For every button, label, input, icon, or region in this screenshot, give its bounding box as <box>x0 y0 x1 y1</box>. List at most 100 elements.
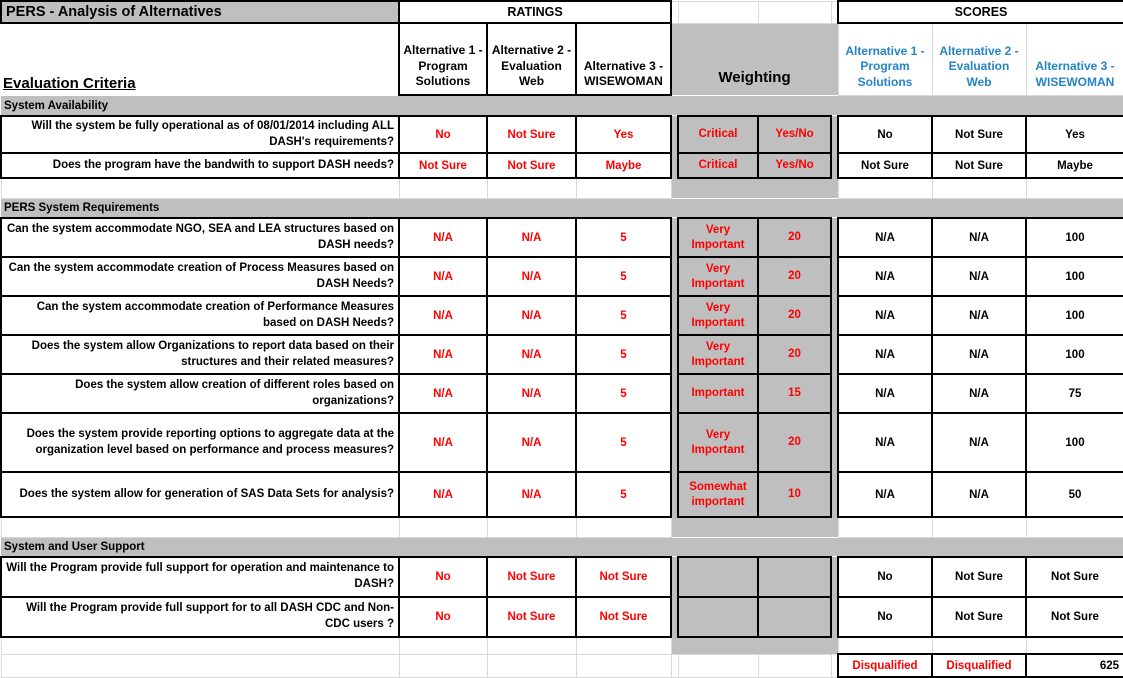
total-cell-alt3[interactable]: 625 <box>1025 653 1123 678</box>
criteria-cell[interactable]: Does the system allow for generation of … <box>0 471 400 518</box>
weight-label-cell[interactable]: Very Important <box>677 256 759 297</box>
criteria-cell[interactable]: Will the system be fully operational as … <box>0 115 400 154</box>
rating-cell-alt3[interactable]: Not Sure <box>575 556 672 598</box>
rating-cell-alt2[interactable]: Not Sure <box>486 596 577 638</box>
score-cell-alt1[interactable]: N/A <box>837 334 933 375</box>
score-cell-alt1[interactable]: N/A <box>837 256 933 297</box>
rating-cell-alt2[interactable]: N/A <box>486 471 577 518</box>
score-cell-alt3[interactable]: Maybe <box>1025 152 1123 179</box>
score-cell-alt3[interactable]: Not Sure <box>1025 596 1123 638</box>
rating-header-alt3[interactable]: Alternative 3 - WISEWOMAN <box>575 22 672 96</box>
rating-cell-alt2[interactable]: Not Sure <box>486 152 577 179</box>
score-cell-alt2[interactable]: Not Sure <box>931 115 1027 154</box>
score-header-alt3[interactable]: Alternative 3 - WISEWOMAN <box>1025 22 1123 96</box>
score-cell-alt3[interactable]: 100 <box>1025 295 1123 336</box>
weight-label-cell[interactable]: Critical <box>677 115 759 154</box>
rating-cell-alt2[interactable]: N/A <box>486 295 577 336</box>
scores-banner[interactable]: SCORES <box>837 0 1123 24</box>
weight-label-cell[interactable]: Somewhat important <box>677 471 759 518</box>
score-cell-alt3[interactable]: 100 <box>1025 334 1123 375</box>
rating-cell-alt3[interactable]: Maybe <box>575 152 672 179</box>
rating-cell-alt1[interactable]: N/A <box>398 412 488 473</box>
section-header[interactable]: System and User Support <box>1 537 1123 557</box>
section-header[interactable]: System Availability <box>1 95 1123 116</box>
weight-value-cell[interactable]: 15 <box>757 373 832 414</box>
score-cell-alt2[interactable]: N/A <box>931 471 1027 518</box>
rating-cell-alt3[interactable]: 5 <box>575 256 672 297</box>
weight-label-cell[interactable]: Very Important <box>677 334 759 375</box>
score-cell-alt1[interactable]: N/A <box>837 217 933 258</box>
score-cell-alt2[interactable]: N/A <box>931 412 1027 473</box>
rating-cell-alt3[interactable]: 5 <box>575 295 672 336</box>
rating-cell-alt1[interactable]: N/A <box>398 256 488 297</box>
criteria-cell[interactable]: Does the system allow creation of differ… <box>0 373 400 414</box>
rating-cell-alt2[interactable]: Not Sure <box>486 556 577 598</box>
score-cell-alt1[interactable]: N/A <box>837 295 933 336</box>
score-header-alt1[interactable]: Alternative 1 - Program Solutions <box>837 22 933 96</box>
rating-cell-alt2[interactable]: Not Sure <box>486 115 577 154</box>
rating-cell-alt2[interactable]: N/A <box>486 412 577 473</box>
rating-cell-alt1[interactable]: N/A <box>398 471 488 518</box>
rating-cell-alt2[interactable]: N/A <box>486 217 577 258</box>
rating-header-alt2[interactable]: Alternative 2 - Evaluation Web <box>486 22 577 96</box>
criteria-cell[interactable]: Does the system allow Organizations to r… <box>0 334 400 375</box>
rating-cell-alt1[interactable]: N/A <box>398 334 488 375</box>
rating-cell-alt3[interactable]: 5 <box>575 373 672 414</box>
score-cell-alt1[interactable]: No <box>837 556 933 598</box>
score-cell-alt2[interactable]: Not Sure <box>931 556 1027 598</box>
weight-label-cell[interactable]: Critical <box>677 152 759 179</box>
score-cell-alt2[interactable]: N/A <box>931 295 1027 336</box>
weight-value-cell[interactable]: 20 <box>757 412 832 473</box>
weight-label-cell[interactable]: Very Important <box>677 412 759 473</box>
weight-value-cell[interactable]: Yes/No <box>757 115 832 154</box>
page-title[interactable]: PERS - Analysis of Alternatives <box>0 0 400 24</box>
rating-cell-alt1[interactable]: No <box>398 556 488 598</box>
rating-cell-alt2[interactable]: N/A <box>486 373 577 414</box>
criteria-cell[interactable]: Does the system provide reporting option… <box>0 412 400 473</box>
rating-header-alt1[interactable]: Alternative 1 - Program Solutions <box>398 22 488 96</box>
rating-cell-alt3[interactable]: Yes <box>575 115 672 154</box>
criteria-cell[interactable]: Can the system accommodate creation of P… <box>0 295 400 336</box>
score-cell-alt2[interactable]: Not Sure <box>931 152 1027 179</box>
total-cell-alt1[interactable]: Disqualified <box>837 653 933 678</box>
weighting-header[interactable]: Weighting <box>678 23 831 95</box>
score-cell-alt1[interactable]: No <box>837 115 933 154</box>
rating-cell-alt2[interactable]: N/A <box>486 256 577 297</box>
score-cell-alt3[interactable]: 100 <box>1025 256 1123 297</box>
rating-cell-alt1[interactable]: N/A <box>398 295 488 336</box>
weight-label-cell[interactable]: Very Important <box>677 217 759 258</box>
criteria-cell[interactable]: Does the program have the bandwith to su… <box>0 152 400 179</box>
score-cell-alt3[interactable]: 75 <box>1025 373 1123 414</box>
criteria-column-header[interactable]: Evaluation Criteria <box>1 23 399 95</box>
rating-cell-alt3[interactable]: 5 <box>575 217 672 258</box>
score-cell-alt3[interactable]: Yes <box>1025 115 1123 154</box>
weight-label-cell[interactable]: Very Important <box>677 295 759 336</box>
rating-cell-alt1[interactable]: Not Sure <box>398 152 488 179</box>
rating-cell-alt1[interactable]: No <box>398 115 488 154</box>
score-cell-alt2[interactable]: N/A <box>931 217 1027 258</box>
weight-value-cell[interactable]: 20 <box>757 256 832 297</box>
score-cell-alt2[interactable]: N/A <box>931 373 1027 414</box>
score-cell-alt1[interactable]: N/A <box>837 471 933 518</box>
criteria-cell[interactable]: Will the Program provide full support fo… <box>0 556 400 598</box>
score-cell-alt3[interactable]: 100 <box>1025 217 1123 258</box>
total-cell-alt2[interactable]: Disqualified <box>931 653 1027 678</box>
rating-cell-alt3[interactable]: 5 <box>575 334 672 375</box>
rating-cell-alt2[interactable]: N/A <box>486 334 577 375</box>
score-header-alt2[interactable]: Alternative 2 - Evaluation Web <box>931 22 1027 96</box>
criteria-cell[interactable]: Can the system accommodate NGO, SEA and … <box>0 217 400 258</box>
weight-value-cell[interactable]: 10 <box>757 471 832 518</box>
weight-value-cell[interactable]: 20 <box>757 334 832 375</box>
weight-value-cell[interactable]: Yes/No <box>757 152 832 179</box>
rating-cell-alt3[interactable]: Not Sure <box>575 596 672 638</box>
rating-cell-alt3[interactable]: 5 <box>575 412 672 473</box>
score-cell-alt1[interactable]: N/A <box>837 412 933 473</box>
score-cell-alt2[interactable]: Not Sure <box>931 596 1027 638</box>
score-cell-alt3[interactable]: 100 <box>1025 412 1123 473</box>
rating-cell-alt1[interactable]: N/A <box>398 373 488 414</box>
score-cell-alt1[interactable]: N/A <box>837 373 933 414</box>
score-cell-alt1[interactable]: No <box>837 596 933 638</box>
criteria-cell[interactable]: Can the system accommodate creation of P… <box>0 256 400 297</box>
score-cell-alt1[interactable]: Not Sure <box>837 152 933 179</box>
score-cell-alt3[interactable]: Not Sure <box>1025 556 1123 598</box>
